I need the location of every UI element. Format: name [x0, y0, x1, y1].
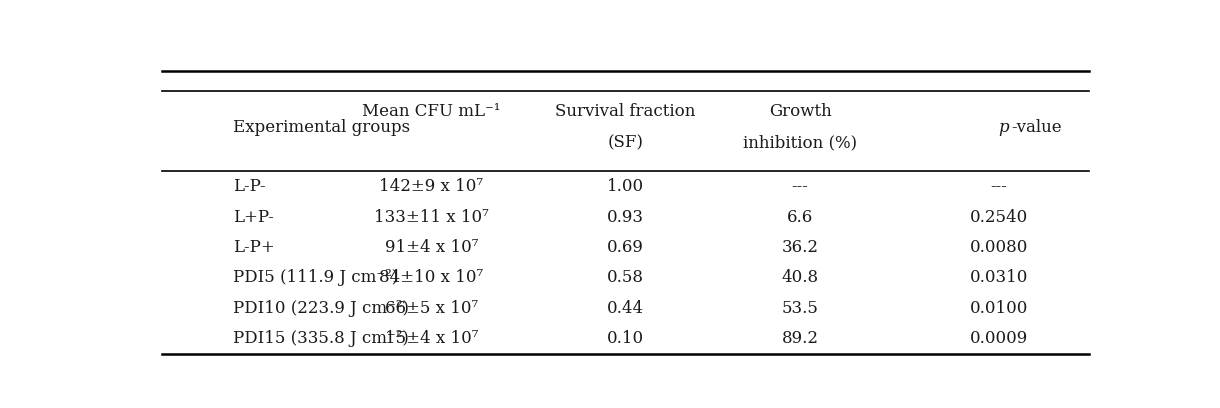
Text: Growth: Growth [769, 103, 832, 120]
Text: p: p [999, 119, 1009, 136]
Text: 36.2: 36.2 [782, 239, 819, 256]
Text: 6.6: 6.6 [787, 208, 814, 226]
Text: -value: -value [1011, 119, 1061, 136]
Text: 0.93: 0.93 [606, 208, 644, 226]
Text: PDI5 (111.9 J cm⁻²): PDI5 (111.9 J cm⁻²) [233, 269, 398, 286]
Text: Experimental groups: Experimental groups [233, 119, 410, 136]
Text: 142±9 x 10⁷: 142±9 x 10⁷ [379, 178, 483, 195]
Text: L-P-: L-P- [233, 178, 266, 195]
Text: ---: --- [991, 178, 1008, 195]
Text: PDI15 (335.8 J cm⁻²): PDI15 (335.8 J cm⁻²) [233, 330, 409, 347]
Text: PDI10 (223.9 J cm⁻²): PDI10 (223.9 J cm⁻²) [233, 299, 409, 317]
Text: 0.0310: 0.0310 [970, 269, 1028, 286]
Text: inhibition (%): inhibition (%) [743, 135, 858, 152]
Text: 0.0080: 0.0080 [970, 239, 1028, 256]
Text: 0.0009: 0.0009 [970, 330, 1027, 347]
Text: 0.58: 0.58 [606, 269, 644, 286]
Text: 0.2540: 0.2540 [970, 208, 1027, 226]
Text: 0.0100: 0.0100 [970, 299, 1028, 317]
Text: ---: --- [792, 178, 809, 195]
Text: 0.69: 0.69 [606, 239, 644, 256]
Text: 53.5: 53.5 [782, 299, 819, 317]
Text: Mean CFU mL⁻¹: Mean CFU mL⁻¹ [362, 103, 500, 120]
Text: Survival fraction: Survival fraction [555, 103, 695, 120]
Text: 0.10: 0.10 [606, 330, 644, 347]
Text: 1.00: 1.00 [606, 178, 644, 195]
Text: L+P-: L+P- [233, 208, 273, 226]
Text: L-P+: L-P+ [233, 239, 274, 256]
Text: 66±5 x 10⁷: 66±5 x 10⁷ [384, 299, 478, 317]
Text: (SF): (SF) [608, 135, 643, 152]
Text: 40.8: 40.8 [782, 269, 819, 286]
Text: 15±4 x 10⁷: 15±4 x 10⁷ [384, 330, 478, 347]
Text: 84±10 x 10⁷: 84±10 x 10⁷ [379, 269, 483, 286]
Text: 0.44: 0.44 [606, 299, 644, 317]
Text: 89.2: 89.2 [782, 330, 819, 347]
Text: 91±4 x 10⁷: 91±4 x 10⁷ [384, 239, 478, 256]
Text: 133±11 x 10⁷: 133±11 x 10⁷ [375, 208, 489, 226]
